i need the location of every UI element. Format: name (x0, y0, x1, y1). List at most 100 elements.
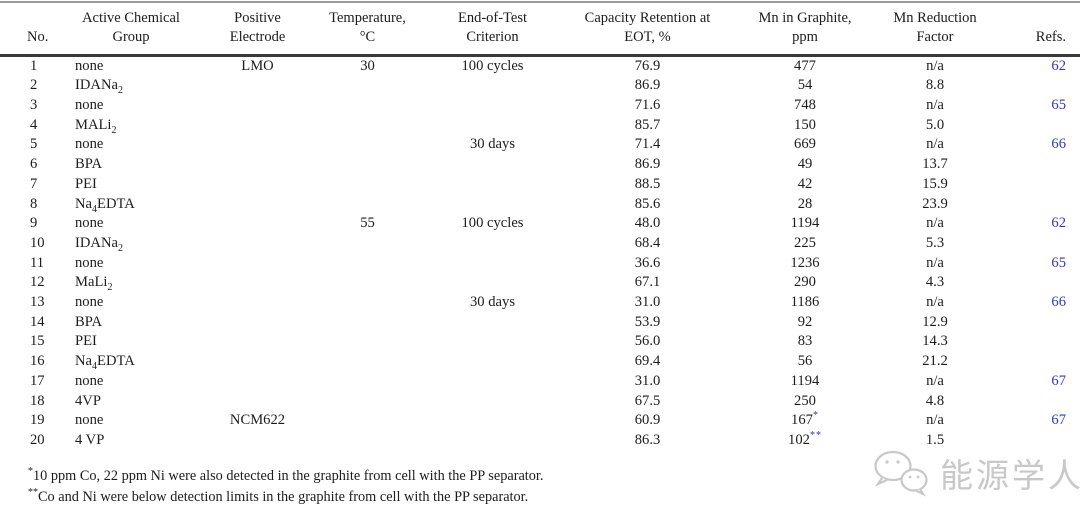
cell-no: 19 (30, 412, 45, 429)
cell-refs (990, 116, 1080, 136)
footnotes: *10 ppm Co, 22 ppm Ni were also detected… (28, 466, 543, 507)
cell-end-of-test-criterion (420, 116, 565, 136)
cell-end-of-test-criterion (420, 431, 565, 451)
cell-refs: 65 (990, 254, 1080, 274)
cell-mn-reduction-factor: 4.8 (925, 392, 945, 409)
reference-link[interactable]: 62 (1051, 215, 1066, 232)
cell-capacity-retention: 71.6 (634, 97, 661, 113)
cell-mn-in-graphite: 1236 (790, 254, 820, 271)
cell-mn-in-graphite: 477 (794, 57, 816, 74)
cell-mn-reduction-factor: n/a (926, 294, 944, 311)
cell-active-chemical-group: none (75, 57, 104, 74)
cell-end-of-test-criterion (420, 96, 565, 116)
cell-temperature (315, 352, 420, 372)
cell-refs (990, 234, 1080, 254)
cell-end-of-test-criterion (420, 195, 565, 215)
reference-link[interactable]: 66 (1051, 294, 1066, 311)
reference-link[interactable]: 62 (1051, 57, 1066, 74)
cell-no: 1 (30, 57, 38, 74)
table-row: 11 none 36.6 1236 n/a 65 (0, 254, 1080, 274)
footnote: *10 ppm Co, 22 ppm Ni were also detected… (28, 466, 544, 484)
footnote-marker: ** (809, 430, 822, 442)
cell-mn-in-graphite: 102** (788, 430, 822, 448)
reference-link[interactable]: 66 (1051, 136, 1066, 153)
column-header-positive-electrode: Positive Electrode (229, 10, 286, 45)
cell-positive-electrode (200, 352, 315, 372)
cell-end-of-test-criterion: 100 cycles (461, 57, 524, 74)
cell-temperature (315, 293, 420, 313)
cell-no: 20 (30, 431, 45, 448)
cell-active-chemical-group: PEI (75, 333, 97, 350)
cell-capacity-retention: 85.7 (634, 116, 661, 133)
cell-capacity-retention: 53.9 (634, 313, 661, 330)
cell-capacity-retention: 67.5 (634, 392, 661, 409)
cell-positive-electrode (200, 155, 315, 175)
cell-end-of-test-criterion (420, 372, 565, 392)
cell-mn-in-graphite: 1194 (790, 372, 820, 389)
cell-capacity-retention: 86.9 (634, 77, 661, 94)
cell-no: 10 (30, 234, 45, 251)
cell-temperature (315, 313, 420, 333)
cell-refs: 67 (990, 411, 1080, 431)
footnote: **Co and Ni were below detection limits … (28, 486, 529, 505)
cell-no: 2 (30, 77, 38, 94)
table-row: 17 none 31.0 1194 n/a 67 (0, 372, 1080, 392)
cell-mn-reduction-factor: n/a (926, 254, 944, 271)
cell-positive-electrode (200, 254, 315, 274)
table-row: 13 none 30 days 31.0 1186 n/a 66 (0, 293, 1080, 313)
table-row: 8 Na4EDTA 85.6 28 23.9 (0, 195, 1080, 215)
table-row: 10 IDANa2 68.4 225 5.3 (0, 234, 1080, 254)
cell-mn-reduction-factor: 5.0 (925, 116, 945, 133)
cell-mn-in-graphite: 28 (797, 195, 813, 212)
cell-no: 3 (30, 97, 38, 113)
cell-active-chemical-group: BPA (75, 156, 103, 173)
column-header-no: No. (27, 28, 49, 45)
cell-active-chemical-group: none (75, 97, 104, 113)
cell-capacity-retention: 85.6 (634, 195, 661, 212)
cell-positive-electrode (200, 76, 315, 96)
results-table: No. Active Chemical Group Positive Electrode… (0, 1, 1080, 451)
reference-link[interactable]: 67 (1051, 372, 1066, 389)
cell-no: 8 (30, 195, 38, 212)
cell-mn-reduction-factor: 12.9 (922, 313, 948, 330)
cell-capacity-retention: 86.3 (634, 431, 661, 448)
cell-no: 7 (30, 175, 38, 192)
cell-mn-in-graphite: 49 (797, 156, 813, 173)
cell-capacity-retention: 86.9 (634, 156, 661, 173)
table-row: 7 PEI 88.5 42 15.9 (0, 175, 1080, 195)
cell-end-of-test-criterion (420, 332, 565, 352)
cell-temperature (315, 234, 420, 254)
table-row: 12 MaLi2 67.1 290 4.3 (0, 273, 1080, 293)
cell-active-chemical-group: 4VP (75, 392, 101, 409)
cell-mn-reduction-factor: n/a (926, 215, 944, 232)
cell-mn-in-graphite: 1186 (790, 294, 820, 311)
cell-refs: 62 (990, 55, 1080, 76)
cell-refs (990, 313, 1080, 333)
cell-refs (990, 392, 1080, 412)
column-header-capacity-retention: Capacity Retention at EOT, % (584, 10, 711, 45)
watermark-text: 能源学人 (940, 459, 1080, 495)
cell-positive-electrode (200, 293, 315, 313)
cell-mn-in-graphite: 225 (794, 234, 816, 251)
cell-no: 15 (30, 333, 45, 350)
reference-link[interactable]: 65 (1051, 97, 1066, 113)
reference-link[interactable]: 65 (1051, 254, 1066, 271)
cell-no: 9 (30, 215, 38, 232)
cell-active-chemical-group: MALi2 (75, 116, 117, 136)
table-row: 9 none 55 100 cycles 48.0 1194 n/a 62 (0, 214, 1080, 234)
cell-capacity-retention: 71.4 (634, 136, 661, 153)
cell-mn-reduction-factor: 5.3 (925, 234, 945, 251)
cell-mn-reduction-factor: 21.2 (922, 353, 948, 370)
column-header-refs: Refs. (1035, 28, 1066, 45)
cell-end-of-test-criterion (420, 411, 565, 431)
cell-active-chemical-group: Na4EDTA (75, 353, 135, 373)
cell-active-chemical-group: none (75, 294, 104, 311)
cell-positive-electrode (200, 234, 315, 254)
cell-temperature (315, 273, 420, 293)
cell-temperature (315, 254, 420, 274)
cell-capacity-retention: 31.0 (634, 372, 661, 389)
cell-no: 5 (30, 136, 38, 153)
reference-link[interactable]: 67 (1051, 412, 1066, 429)
cell-mn-reduction-factor: n/a (926, 57, 944, 74)
